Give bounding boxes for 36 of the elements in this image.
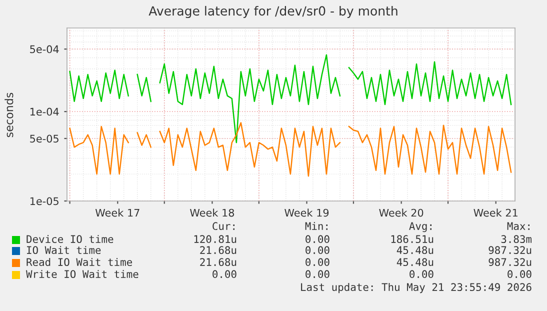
- x-tick-label: Week 18: [190, 208, 234, 217]
- y-tick-label: 5e-05: [30, 134, 58, 143]
- text: 186.51u: [391, 235, 434, 244]
- text: 120.81u: [194, 235, 236, 244]
- text: Last update: Thu May 21 23:55:49 2026: [301, 282, 532, 294]
- text: 0.00: [306, 258, 330, 266]
- text: 0.00: [410, 270, 434, 278]
- text: 45.48u: [396, 246, 434, 254]
- y-tick-label: 1e-04: [30, 108, 59, 116]
- text: Cur:: [212, 222, 234, 230]
- y-tick-label: 5e-04: [30, 45, 59, 54]
- legend-label: IO Wait time: [27, 246, 101, 254]
- text: 987.32u: [488, 258, 532, 266]
- text: 0.00: [306, 235, 330, 244]
- y-axis-title: seconds: [4, 92, 14, 138]
- text: 0.00: [212, 270, 236, 278]
- y-tick-label: 1e-05: [30, 197, 58, 206]
- x-tick-label: Week 19: [284, 208, 329, 217]
- legend-label: Device IO time: [26, 234, 114, 244]
- text: Max:: [507, 222, 530, 230]
- text: 3.83m: [501, 235, 532, 244]
- text: 21.68u: [200, 258, 236, 266]
- text: Min:: [305, 222, 328, 230]
- text: Avg:: [409, 222, 432, 232]
- text: 45.48u: [396, 258, 434, 266]
- text: 0.00: [306, 270, 330, 278]
- chart-title: Average latency for /dev/sr0 - by month: [148, 6, 398, 18]
- legend-label: Read IO Wait time: [26, 258, 132, 266]
- legend-label: Write IO Wait time: [26, 270, 138, 278]
- text: 0.00: [306, 246, 330, 254]
- x-tick-label: Week 21: [474, 208, 518, 217]
- x-tick-label: Week 17: [95, 208, 140, 217]
- text: 987.32u: [488, 246, 532, 254]
- x-tick-label: Week 20: [379, 208, 424, 217]
- text: 0.00: [508, 270, 532, 278]
- text: 21.68u: [200, 246, 236, 254]
